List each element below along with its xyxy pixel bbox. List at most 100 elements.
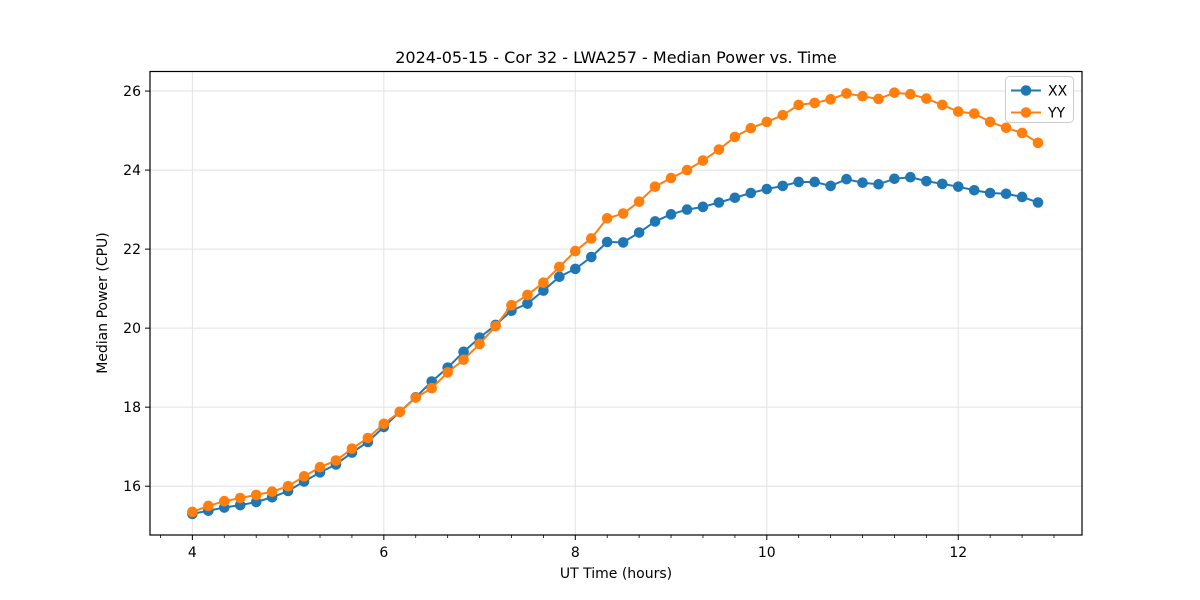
data-point-xx — [729, 192, 741, 204]
data-point-yy — [809, 97, 820, 109]
data-point-yy — [218, 495, 230, 507]
data-point-yy — [952, 106, 964, 117]
data-point-yy — [362, 432, 374, 444]
plot-area: 4 6 8 10 12 16 18 20 22 24 26 — [123, 70, 1083, 561]
data-point-yy — [729, 131, 741, 143]
data-point-xx — [793, 176, 804, 188]
data-point-yy — [554, 261, 565, 273]
data-point-yy — [777, 109, 789, 121]
legend-label-xx: XX — [1048, 84, 1068, 100]
legend-marker-xx — [1020, 85, 1032, 96]
data-point-yy — [1000, 122, 1012, 134]
data-point-yy — [1016, 127, 1028, 139]
data-point-xx — [921, 175, 932, 187]
data-point-yy — [745, 122, 757, 134]
y-axis-label: Median Power (CPU) — [95, 232, 111, 374]
data-point-yy — [633, 196, 645, 207]
data-point-yy — [250, 489, 262, 501]
data-point-yy — [234, 492, 246, 504]
data-point-xx — [649, 216, 661, 227]
data-point-yy — [538, 277, 549, 289]
data-point-yy — [697, 155, 709, 166]
data-point-yy — [793, 99, 804, 111]
data-point-yy — [921, 93, 932, 104]
data-point-yy — [1032, 137, 1044, 149]
data-point-yy — [936, 99, 948, 111]
x-axis-label: UT Time (hours) — [560, 566, 672, 582]
data-point-xx — [1032, 197, 1044, 208]
series-line-yy — [191, 91, 1040, 513]
data-point-xx — [617, 237, 629, 248]
data-point-xx — [633, 227, 645, 238]
data-point-yy — [889, 87, 900, 98]
x-tick-label: 12 — [949, 545, 967, 561]
data-point-yy — [857, 90, 868, 102]
data-point-yy — [378, 418, 390, 430]
data-point-yy — [649, 181, 661, 192]
data-point-yy — [458, 354, 469, 366]
data-point-xx — [697, 201, 709, 213]
data-point-xx — [585, 251, 597, 263]
y-tick-label: 24 — [123, 163, 141, 179]
data-point-yy — [968, 108, 980, 119]
data-point-yy — [713, 144, 725, 155]
data-point-xx — [984, 187, 996, 199]
y-tick-label: 26 — [123, 84, 141, 100]
data-point-xx — [857, 177, 868, 189]
data-point-yy — [490, 320, 501, 332]
x-tick-label: 6 — [379, 545, 388, 561]
y-tick-label: 20 — [123, 321, 141, 337]
data-point-yy — [681, 164, 693, 176]
y-tick-label: 22 — [123, 242, 141, 258]
data-point-xx — [745, 187, 757, 199]
y-tick-label: 18 — [123, 400, 141, 416]
legend-marker-yy — [1020, 107, 1032, 118]
data-point-yy — [314, 461, 326, 473]
data-point-yy — [585, 233, 597, 244]
plot-border — [149, 70, 1083, 536]
data-point-yy — [984, 116, 996, 128]
data-point-xx — [841, 173, 852, 185]
x-tick-label: 10 — [758, 545, 776, 561]
data-point-yy — [442, 367, 453, 378]
data-point-xx — [458, 346, 469, 358]
x-tick-label: 8 — [571, 545, 580, 561]
legend-label-yy: YY — [1047, 106, 1066, 122]
data-point-xx — [1000, 188, 1012, 200]
data-point-yy — [266, 486, 278, 498]
data-point-yy — [330, 455, 342, 466]
data-point-yy — [570, 245, 581, 257]
data-point-xx — [873, 179, 884, 190]
data-point-yy — [426, 382, 438, 394]
data-point-yy — [187, 506, 198, 518]
data-point-xx — [665, 209, 677, 220]
data-point-xx — [825, 180, 836, 192]
data-point-xx — [936, 178, 948, 190]
data-point-xx — [522, 298, 533, 309]
chart-title: 2024-05-15 - Cor 32 - LWA257 - Median Po… — [395, 48, 837, 67]
data-point-xx — [952, 181, 964, 192]
data-point-yy — [873, 93, 884, 105]
data-point-xx — [761, 183, 773, 195]
y-tick-label: 16 — [123, 479, 141, 495]
legend: XX YY — [1005, 76, 1074, 123]
data-point-yy — [761, 116, 773, 128]
data-point-yy — [506, 299, 517, 311]
data-point-xx — [570, 263, 581, 275]
data-point-yy — [905, 88, 916, 100]
data-point-yy — [665, 172, 677, 184]
data-point-yy — [617, 208, 629, 219]
data-point-xx — [905, 171, 916, 183]
data-point-xx — [554, 271, 565, 283]
data-point-xx — [968, 184, 980, 196]
data-point-xx — [681, 204, 693, 215]
data-point-yy — [394, 406, 406, 418]
data-point-yy — [825, 94, 836, 105]
data-point-xx — [1016, 191, 1028, 203]
data-point-yy — [522, 289, 533, 301]
data-point-xx — [777, 180, 789, 192]
data-point-xx — [713, 197, 725, 208]
data-point-xx — [538, 285, 549, 296]
